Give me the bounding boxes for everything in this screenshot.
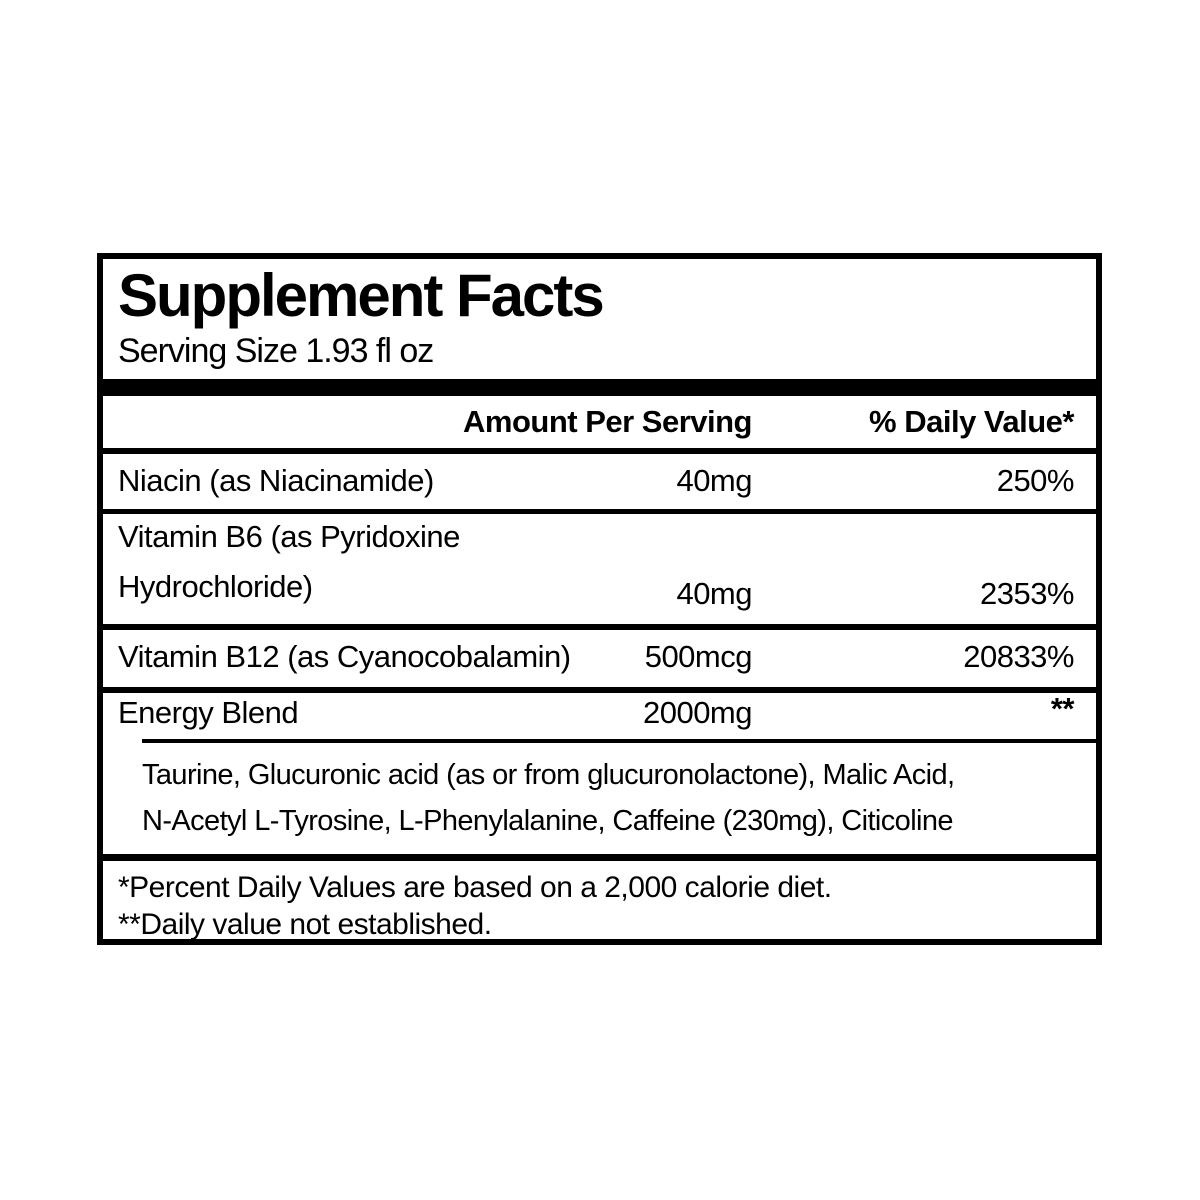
nutrient-daily-value: 20833%: [963, 639, 1074, 674]
nutrient-name: Vitamin B6 (as Pyridoxine Hydrochloride): [118, 512, 572, 612]
footnote-daily-values: *Percent Daily Values are based on a 2,0…: [118, 871, 832, 904]
footnote-divider: [103, 854, 1096, 861]
row-divider: [103, 687, 1096, 693]
row-divider: [103, 448, 1096, 454]
footnote-section: *Percent Daily Values are based on a 2,0…: [103, 861, 1096, 939]
header-daily-value: % Daily Value*: [869, 404, 1074, 439]
table-row-niacin: Niacin (as Niacinamide) 40mg 250%: [103, 454, 1096, 509]
nutrient-daily-value: 2353%: [979, 576, 1075, 611]
row-divider: [103, 509, 1096, 514]
nutrient-amount: 40mg: [676, 463, 752, 498]
table-row-energy-blend: Energy Blend 2000mg **: [103, 691, 1096, 739]
nutrient-amount: 500mcg: [644, 639, 753, 674]
blend-ingredients-line2: N-Acetyl L-Tyrosine, L-Phenylalanine, Ca…: [142, 805, 954, 837]
panel-title-section: Supplement Facts Serving Size 1.93 fl oz: [103, 259, 1096, 379]
nutrient-name: Energy Blend: [118, 695, 299, 730]
thick-divider: [103, 379, 1096, 396]
table-row-vitamin-b6: Vitamin B6 (as Pyridoxine Hydrochloride)…: [103, 514, 1096, 624]
nutrient-daily-value: **: [1050, 691, 1075, 726]
serving-size-text: Serving Size 1.93 fl oz: [118, 332, 434, 370]
footnote-not-established: **Daily value not established.: [118, 908, 492, 941]
nutrient-amount: 40mg: [676, 576, 752, 611]
nutrient-name-line2: Hydrochloride): [118, 569, 313, 604]
blend-divider: [142, 739, 1096, 743]
header-amount-per-serving: Amount Per Serving: [463, 404, 753, 439]
nutrient-name-line1: Vitamin B6 (as Pyridoxine: [118, 519, 460, 554]
table-row-vitamin-b12: Vitamin B12 (as Cyanocobalamin) 500mcg 2…: [103, 630, 1096, 687]
row-divider: [103, 624, 1096, 630]
nutrient-amount: 2000mg: [642, 695, 753, 730]
table-header-row: Amount Per Serving % Daily Value*: [103, 396, 1096, 448]
panel-title: Supplement Facts: [118, 262, 605, 329]
blend-ingredients-line1: Taurine, Glucuronic acid (as or from glu…: [142, 759, 955, 791]
supplement-facts-panel: Supplement Facts Serving Size 1.93 fl oz…: [97, 253, 1102, 945]
blend-ingredients: Taurine, Glucuronic acid (as or from glu…: [103, 743, 1096, 854]
nutrient-name: Niacin (as Niacinamide): [118, 463, 434, 498]
nutrient-daily-value: 250%: [996, 463, 1075, 498]
nutrient-name: Vitamin B12 (as Cyanocobalamin): [118, 639, 571, 674]
